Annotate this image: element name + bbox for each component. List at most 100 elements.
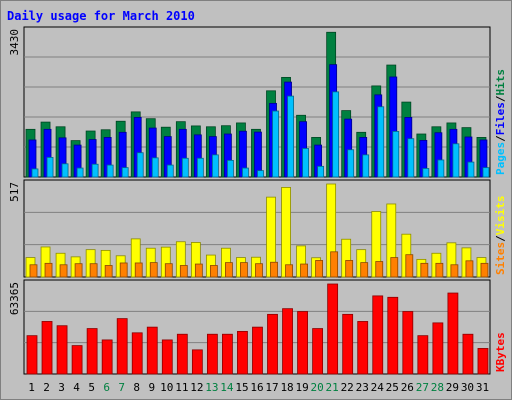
pages-bar bbox=[437, 159, 445, 178]
day-tick-label: 6 bbox=[103, 381, 110, 394]
sites-bar bbox=[375, 261, 384, 278]
day-tick-label: 7 bbox=[118, 381, 125, 394]
sites-bar bbox=[465, 260, 474, 278]
day-tick-label: 15 bbox=[235, 381, 248, 394]
kbytes-bar bbox=[161, 339, 173, 375]
pages-bar bbox=[347, 149, 355, 178]
pages-bar bbox=[61, 163, 69, 178]
day-tick-label: 8 bbox=[133, 381, 140, 394]
sites-bar bbox=[29, 264, 38, 278]
pages-bar bbox=[257, 170, 264, 178]
kbytes-bar bbox=[206, 333, 218, 375]
pages-bar bbox=[392, 131, 400, 178]
kbytes-bar bbox=[191, 349, 203, 375]
pages-bar bbox=[332, 91, 340, 178]
kbytes-bar bbox=[146, 326, 158, 375]
day-tick-label: 17 bbox=[265, 381, 278, 394]
pages-bar bbox=[467, 161, 475, 178]
day-tick-label: 4 bbox=[73, 381, 80, 394]
day-tick-label: 10 bbox=[160, 381, 173, 394]
pages-bar bbox=[302, 148, 309, 178]
sites-bar bbox=[390, 257, 399, 278]
pages-bar bbox=[151, 157, 159, 178]
legend-separator: / bbox=[494, 95, 507, 102]
visits-bar bbox=[281, 187, 291, 278]
day-tick-label: 14 bbox=[220, 381, 234, 394]
legend-kbytes: KBytes bbox=[494, 332, 507, 372]
kbytes-bar bbox=[86, 328, 98, 375]
sites-bar bbox=[300, 263, 308, 278]
visits-sites-legend: Sites/Visits bbox=[494, 196, 507, 276]
pages-bar bbox=[422, 168, 430, 178]
day-tick-label: 28 bbox=[431, 381, 444, 394]
sites-bar bbox=[240, 262, 248, 278]
pages-bar bbox=[76, 167, 84, 178]
sites-bar bbox=[194, 263, 203, 278]
sites-bar bbox=[345, 260, 354, 278]
pages-bar bbox=[362, 154, 370, 178]
kbytes-bar bbox=[26, 335, 38, 375]
kbytes-bar bbox=[41, 321, 53, 375]
day-tick-label: 25 bbox=[386, 381, 399, 394]
sites-bar bbox=[405, 254, 414, 278]
sites-bar bbox=[134, 262, 143, 278]
kbytes-bar bbox=[297, 311, 308, 375]
sites-bar bbox=[44, 262, 53, 278]
kbytes-bar bbox=[417, 335, 429, 375]
day-tick-label: 27 bbox=[416, 381, 429, 394]
kbytes-bar bbox=[402, 311, 414, 375]
kbytes-ymax-label: 63365 bbox=[8, 282, 21, 315]
day-tick-label: 26 bbox=[401, 381, 414, 394]
legend-pages: Pages bbox=[494, 142, 507, 175]
pages-bar bbox=[287, 95, 294, 178]
pages-bar bbox=[242, 167, 249, 178]
day-tick-label: 16 bbox=[250, 381, 263, 394]
legend-sites: Sites bbox=[494, 242, 507, 275]
pages-bar bbox=[317, 165, 325, 178]
kbytes-bar bbox=[327, 283, 339, 375]
kbytes-bar bbox=[432, 322, 444, 375]
kbytes-bar bbox=[237, 330, 248, 375]
kbytes-bar bbox=[116, 318, 128, 375]
sites-bar bbox=[164, 263, 173, 278]
kbytes-bar bbox=[342, 313, 354, 375]
pages-bar bbox=[31, 168, 39, 178]
day-tick-label: 31 bbox=[476, 381, 489, 394]
sites-bar bbox=[420, 262, 429, 278]
sites-bar bbox=[270, 261, 278, 278]
pages-bar bbox=[136, 152, 144, 178]
legend-separator: / bbox=[494, 135, 507, 142]
pages-bar bbox=[377, 106, 385, 178]
pages-bar bbox=[121, 167, 129, 178]
kbytes-legend: KBytes bbox=[494, 332, 507, 372]
legend-visits: Visits bbox=[494, 196, 507, 236]
hits-files-pages-ymax-label: 3430 bbox=[8, 29, 21, 56]
day-tick-label: 9 bbox=[148, 381, 155, 394]
day-tick-label: 24 bbox=[371, 381, 385, 394]
day-tick-label: 18 bbox=[280, 381, 293, 394]
day-tick-label: 3 bbox=[58, 381, 65, 394]
pages-bar bbox=[46, 157, 54, 178]
pages-bar bbox=[407, 138, 415, 178]
day-tick-label: 5 bbox=[88, 381, 95, 394]
kbytes-bar bbox=[56, 325, 68, 375]
kbytes-bar bbox=[312, 328, 324, 375]
kbytes-bar bbox=[372, 295, 384, 375]
sites-bar bbox=[450, 264, 459, 278]
pages-bar bbox=[106, 164, 114, 178]
kbytes-bar bbox=[101, 339, 113, 375]
kbytes-bar bbox=[71, 345, 83, 375]
kbytes-bar bbox=[267, 313, 278, 375]
kbytes-bar bbox=[176, 333, 188, 375]
sites-bar bbox=[435, 262, 444, 278]
sites-bar bbox=[480, 262, 489, 278]
legend-files: Files bbox=[494, 102, 507, 135]
legend-hits: Hits bbox=[494, 69, 507, 96]
day-tick-label: 23 bbox=[356, 381, 369, 394]
kbytes-bar bbox=[462, 333, 474, 375]
day-tick-label: 19 bbox=[295, 381, 308, 394]
sites-bar bbox=[179, 265, 188, 278]
sites-bar bbox=[330, 251, 339, 278]
pages-bar bbox=[227, 159, 234, 178]
